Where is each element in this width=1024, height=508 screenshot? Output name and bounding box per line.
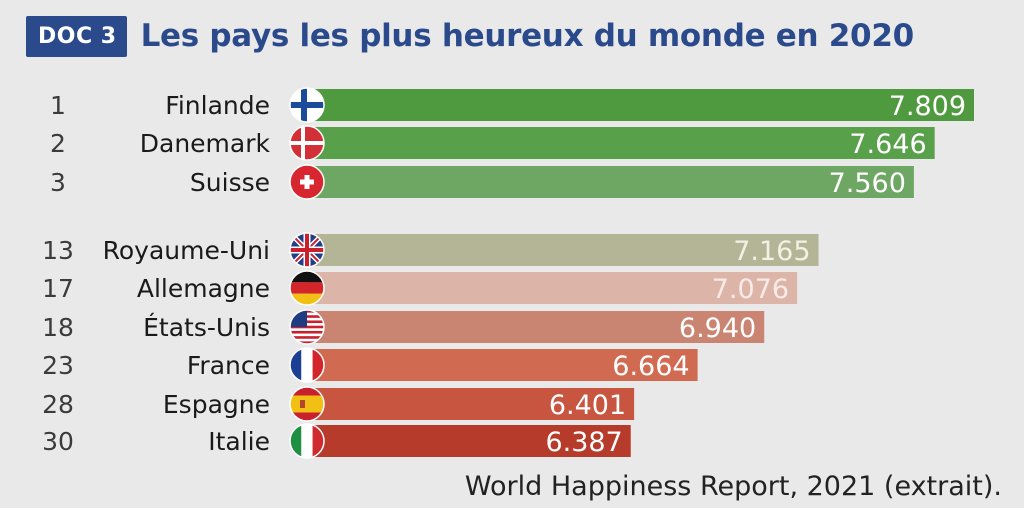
- value-label: 6.401: [549, 390, 626, 421]
- value-label: 7.809: [889, 91, 966, 122]
- denmark-flag-icon: [289, 125, 325, 161]
- bar: [308, 127, 935, 159]
- rank-label: 13: [42, 236, 74, 265]
- country-label: Royaume-Uni: [103, 236, 270, 265]
- rank-label: 18: [42, 313, 74, 342]
- bar-row: 13 Royaume-Uni 7.165: [42, 232, 819, 268]
- spain-flag-icon: [289, 386, 325, 422]
- bar: [308, 311, 765, 343]
- uk-flag-icon: [289, 232, 325, 268]
- switzerland-flag-icon: [289, 164, 325, 200]
- rank-label: 1: [50, 91, 66, 120]
- bar-row: 1 Finlande 7.809: [50, 87, 974, 123]
- rank-label: 30: [42, 427, 74, 456]
- country-label: Finlande: [165, 91, 270, 120]
- value-label: 7.076: [712, 274, 789, 305]
- rank-label: 23: [42, 351, 74, 380]
- chart-header: DOC 3 Les pays les plus heureux du monde…: [26, 10, 914, 62]
- france-flag-icon: [289, 347, 325, 383]
- bar: [308, 234, 819, 266]
- bar-row: 23 France 6.664: [42, 347, 698, 383]
- finland-flag-icon: [289, 87, 325, 123]
- bar: [308, 89, 974, 121]
- value-label: 6.664: [612, 351, 689, 382]
- country-label: Allemagne: [137, 274, 270, 303]
- rank-label: 2: [50, 129, 66, 158]
- country-label: Danemark: [140, 129, 271, 158]
- rank-label: 17: [42, 274, 74, 303]
- bar-row: 17 Allemagne 7.076: [42, 270, 798, 306]
- bar: [308, 425, 631, 457]
- doc-badge: DOC 3: [26, 15, 127, 57]
- rank-label: 28: [42, 390, 74, 419]
- bar-row: 3 Suisse 7.560: [50, 164, 914, 200]
- value-label: 7.165: [733, 236, 810, 267]
- bar-row: 2 Danemark 7.646: [50, 125, 935, 161]
- italy-flag-icon: [289, 423, 325, 459]
- bar: [308, 388, 635, 420]
- country-label: Espagne: [163, 390, 270, 419]
- rank-label: 3: [50, 168, 66, 197]
- usa-flag-icon: [289, 309, 325, 345]
- bar-row: 28 Espagne 6.401: [42, 386, 635, 422]
- country-label: Suisse: [190, 168, 270, 197]
- value-label: 7.646: [849, 129, 926, 160]
- value-label: 6.387: [545, 427, 622, 458]
- source-caption: World Happiness Report, 2021 (extrait).: [464, 471, 1002, 502]
- country-label: États-Unis: [143, 313, 270, 342]
- country-label: Italie: [208, 427, 270, 456]
- germany-flag-icon: [289, 270, 325, 306]
- bar: [308, 166, 914, 198]
- value-label: 7.560: [829, 168, 906, 199]
- bar: [308, 272, 798, 304]
- chart-title: Les pays les plus heureux du monde en 20…: [140, 18, 915, 54]
- value-label: 6.940: [679, 313, 756, 344]
- country-label: France: [187, 351, 270, 380]
- bar: [308, 349, 698, 381]
- bar-row: 30 Italie 6.387: [42, 423, 631, 459]
- bar-row: 18 États-Unis 6.940: [42, 309, 765, 345]
